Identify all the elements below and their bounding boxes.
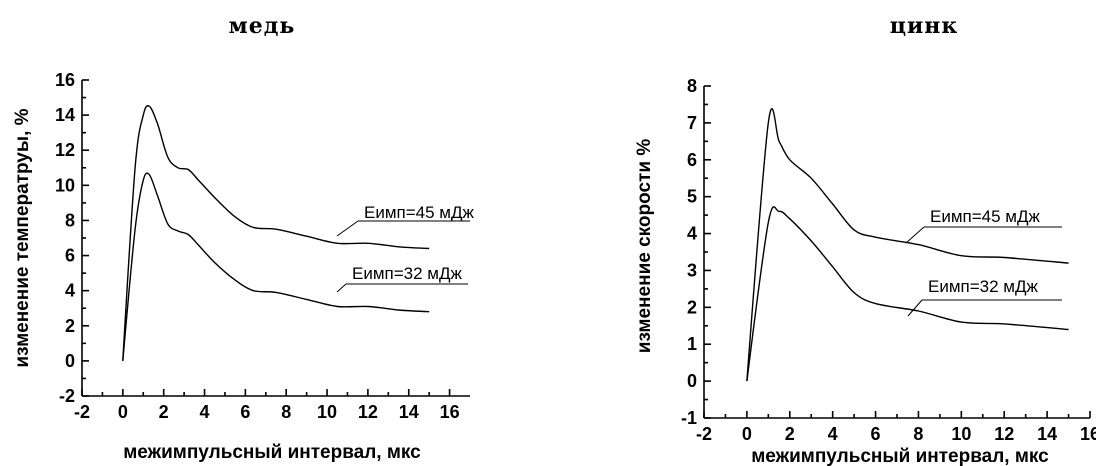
chart-1-annotation-leader [336,283,347,293]
chart-2-x-tick-label: 14 [1037,424,1057,444]
chart-1-y-tick-label: 6 [65,246,75,266]
chart-1-y-tick-label: 16 [55,70,75,90]
chart-1-x-tick-label: 0 [118,402,128,422]
chart-2-annotation-leader [907,299,923,317]
chart-1-x-tick-label: 6 [240,402,250,422]
chart-1-y-axis-label: изменение температруы, % [12,108,33,367]
chart-1-y-tick-label: 2 [65,316,75,336]
chart-2-x-tick-label: 4 [828,424,838,444]
chart-2-x-axis-label: межимпульсный интервал, мкс [751,446,1049,466]
chart-1-x-tick-label: 4 [200,402,210,422]
chart-2-y-tick-label: 4 [687,224,697,244]
chart-1-x-tick-label: -2 [74,402,90,422]
chart-2-y-tick-label: 7 [687,113,697,133]
chart-1-y-tick-label: -2 [59,386,75,406]
chart-2-y-axis-label: изменение скорости % [634,139,655,354]
chart-2-y-tick-label: 5 [687,187,697,207]
chart-1-y-tick-label: 10 [55,175,75,195]
chart-1-x-tick-label: 14 [399,402,419,422]
chart-1-x-tick-label: 8 [281,402,291,422]
chart-2-y-tick-label: 3 [687,260,697,280]
chart-1-title: медь [229,13,296,39]
chart-1-y-tick-label: 14 [55,105,75,125]
chart-1-x-tick-label: 12 [358,402,378,422]
chart-2-series-line-2 [746,206,1069,382]
chart-2-x-tick-label: 10 [951,424,971,444]
chart-2-x-tick-label: 6 [871,424,881,444]
chart-2-series-line-1 [746,108,1069,382]
chart-2-x-tick-label: 12 [994,424,1014,444]
chart-1-y-tick-label: 0 [65,351,75,371]
chart-1-series-line-2 [122,172,430,361]
chart-2-y-tick-label: 6 [687,150,697,170]
chart-1-y-tick-label: 4 [65,281,75,301]
chart-1-annotation-label: Еимп=45 мДж [364,203,474,222]
chart-2-y-tick-label: 0 [687,371,697,391]
chart-2-x-tick-label: 0 [742,424,752,444]
chart-1-x-axis-label: межимпульсный интервал, мкс [123,442,421,463]
chart-1-y-tick-label: 12 [55,140,75,160]
chart-2-x-tick-label: -2 [696,424,712,444]
chart-2-annotation-leader [905,226,925,244]
chart-1-series-line-1 [122,105,430,361]
chart-2-x-tick-label: 16 [1080,424,1096,444]
chart-1-x-tick-label: 16 [440,402,460,422]
chart-2-x-tick-label: 2 [785,424,795,444]
chart-1-x-tick-label: 10 [317,402,337,422]
chart-2-x-tick-label: 8 [913,424,923,444]
chart-2-y-tick-label: 2 [687,297,697,317]
chart-1-x-tick-label: 2 [159,402,169,422]
chart-1-annotation-leader [336,220,359,237]
chart-2-y-tick-label: -1 [681,408,697,428]
chart-2-y-tick-label: 1 [687,334,697,354]
chart-2-annotation-label: Еимп=32 мДж [928,277,1038,296]
chart-2-title: цинк [890,13,959,39]
chart-1-y-tick-label: 8 [65,210,75,230]
chart-1-annotation-label: Еимп=32 мДж [352,264,462,283]
chart-2-annotation-label: Еимп=45 мДж [930,207,1040,226]
chart-2-y-tick-label: 8 [687,76,697,96]
